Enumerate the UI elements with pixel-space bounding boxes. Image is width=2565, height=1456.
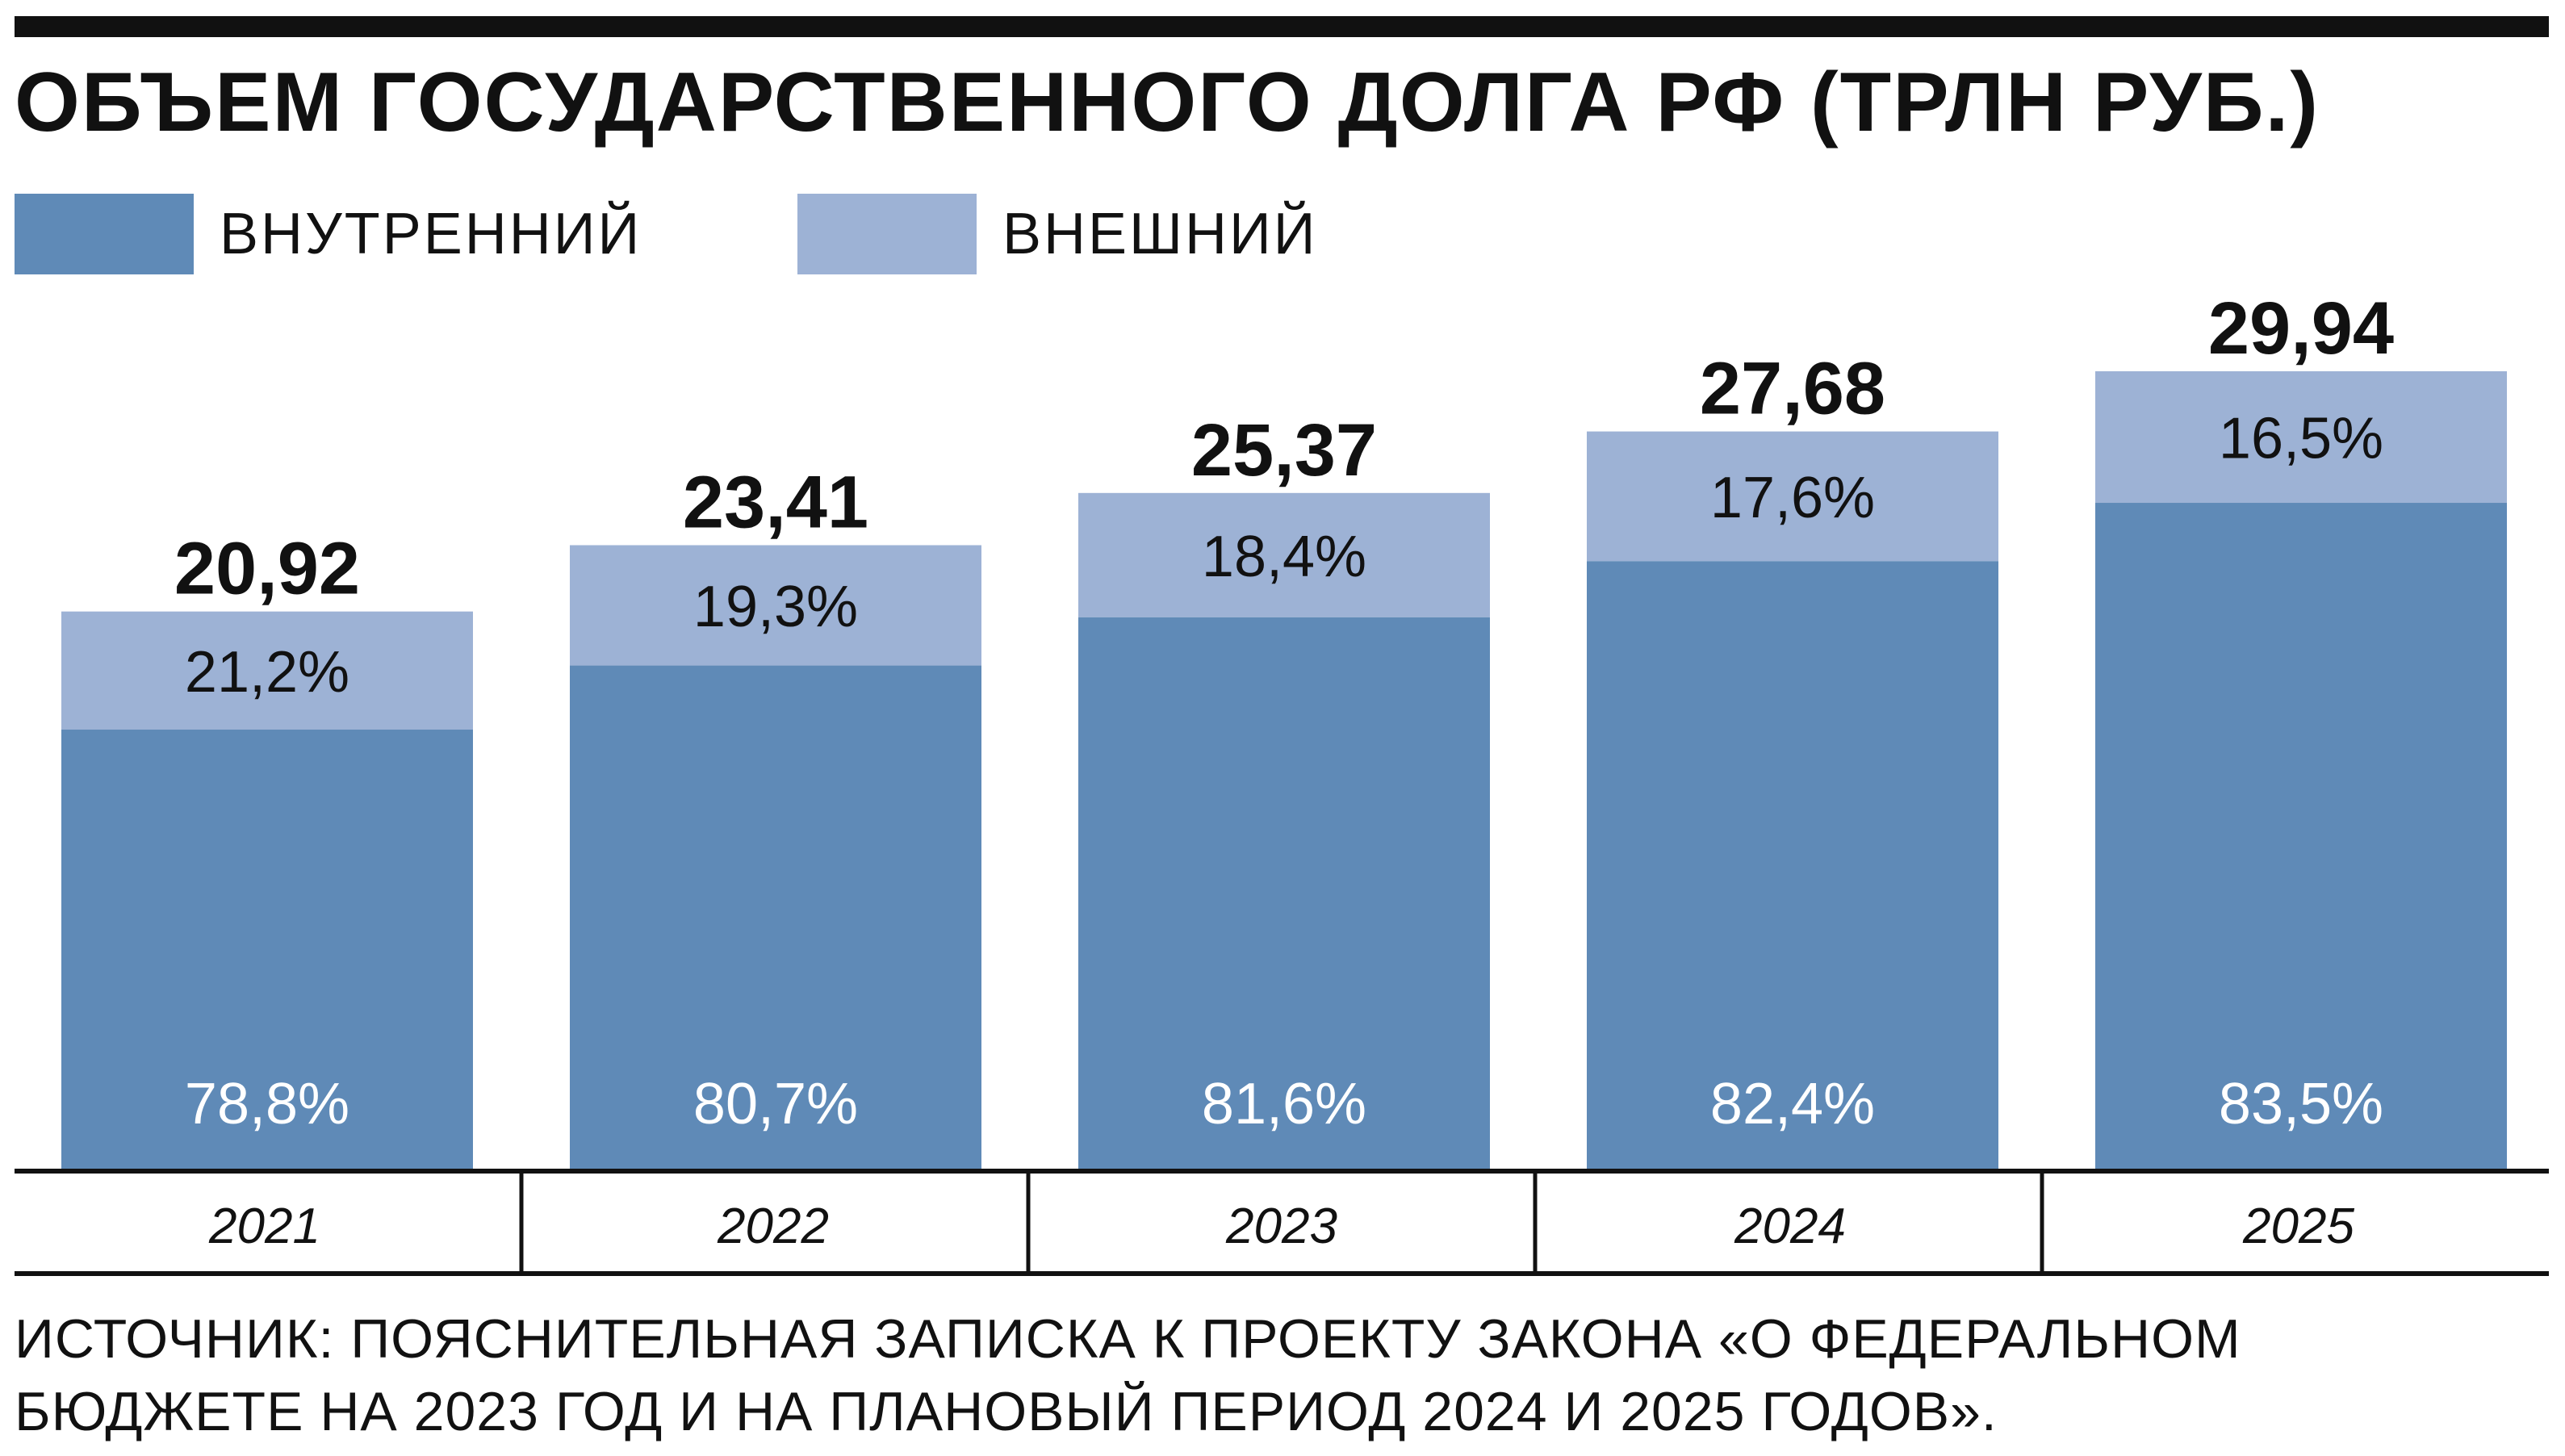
external-share-label-2022: 19,3% bbox=[693, 575, 858, 639]
bar-domestic-2021 bbox=[61, 730, 473, 1169]
total-label-2025: 29,94 bbox=[2208, 287, 2394, 370]
bar-external-2021 bbox=[61, 611, 473, 730]
domestic-share-label-2022: 80,7% bbox=[693, 1072, 858, 1136]
domestic-share-label-2021: 78,8% bbox=[185, 1072, 349, 1136]
total-label-2022: 23,41 bbox=[683, 461, 868, 543]
legend-label-domestic: ВНУТРЕННИЙ bbox=[220, 202, 642, 266]
total-label-2021: 20,92 bbox=[174, 528, 360, 610]
chart-title: ОБЪЕМ ГОСУДАРСТВЕННОГО ДОЛГА РФ (ТРЛН РУ… bbox=[15, 56, 2320, 149]
bar-external-2022 bbox=[570, 545, 981, 666]
x-tick-label-2021: 2021 bbox=[208, 1199, 320, 1254]
top-rule bbox=[15, 16, 2549, 37]
bar-domestic-2022 bbox=[570, 665, 981, 1169]
external-share-label-2025: 16,5% bbox=[2219, 407, 2383, 471]
legend-swatch-external bbox=[797, 194, 977, 274]
bar-external-2025 bbox=[2095, 371, 2507, 504]
x-tick-label-2025: 2025 bbox=[2242, 1199, 2354, 1254]
domestic-share-label-2024: 82,4% bbox=[1710, 1072, 1875, 1136]
bar-domestic-2024 bbox=[1587, 561, 1998, 1169]
total-label-2023: 25,37 bbox=[1191, 409, 1377, 492]
external-share-label-2023: 18,4% bbox=[1202, 525, 1366, 589]
legend-swatch-domestic bbox=[15, 194, 194, 274]
bar-external-2023 bbox=[1078, 492, 1490, 617]
domestic-share-label-2025: 83,5% bbox=[2219, 1072, 2383, 1136]
x-tick-label-2022: 2022 bbox=[717, 1199, 829, 1254]
external-share-label-2021: 21,2% bbox=[185, 640, 349, 705]
bar-domestic-2023 bbox=[1078, 617, 1490, 1169]
domestic-share-label-2023: 81,6% bbox=[1202, 1072, 1366, 1136]
bar-external-2024 bbox=[1587, 431, 1998, 562]
x-tick-label-2024: 2024 bbox=[1734, 1199, 1846, 1254]
x-tick-label-2023: 2023 bbox=[1225, 1199, 1337, 1254]
legend-label-external: ВНЕШНИЙ bbox=[1002, 202, 1318, 266]
source-line-1: ИСТОЧНИК: ПОЯСНИТЕЛЬНАЯ ЗАПИСКА К ПРОЕКТ… bbox=[15, 1308, 2241, 1370]
bar-domestic-2025 bbox=[2095, 503, 2507, 1169]
source-note: ИСТОЧНИК: ПОЯСНИТЕЛЬНАЯ ЗАПИСКА К ПРОЕКТ… bbox=[15, 1303, 2549, 1448]
total-label-2024: 27,68 bbox=[1700, 348, 1885, 430]
source-line-2: БЮДЖЕТЕ НА 2023 ГОД И НА ПЛАНОВЫЙ ПЕРИОД… bbox=[15, 1381, 1998, 1442]
chart-plot: 20,92 21,2% 78,8% 2021 23,41 19,3% 80,7% 2022 25… bbox=[15, 287, 2549, 1276]
external-share-label-2024: 17,6% bbox=[1710, 466, 1875, 530]
